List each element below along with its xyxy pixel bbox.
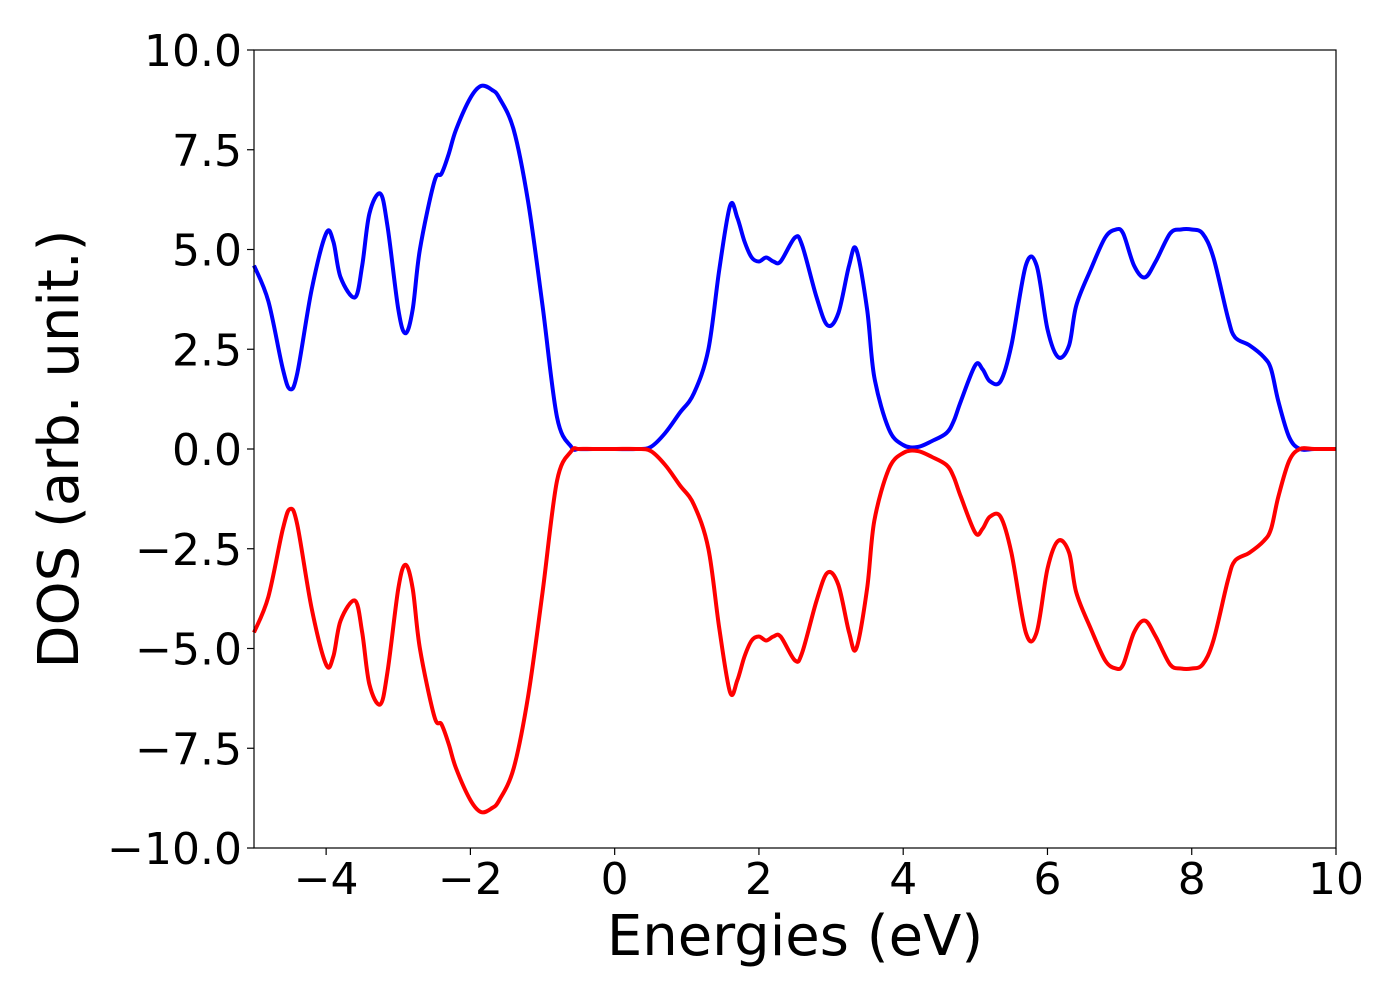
series-layer [252, 83, 1336, 815]
x-tick-label: 10 [1308, 854, 1364, 905]
x-tick-label: 4 [889, 854, 917, 905]
y-tick-label: 10.0 [144, 26, 242, 77]
y-tick-label: −2.5 [135, 525, 242, 576]
x-tick-label: −4 [294, 854, 359, 905]
y-tick-label: −10.0 [107, 824, 242, 875]
y-tick-label: 0.0 [172, 425, 242, 476]
x-tick-label: −2 [438, 854, 503, 905]
series-line-1 [252, 83, 1336, 452]
x-axis-label: Energies (eV) [607, 904, 983, 969]
series-line-2 [252, 446, 1336, 815]
x-tick-label: 6 [1033, 854, 1061, 905]
y-axis: 10.0 7.5 5.0 2.5 0.0 −2.5 −5.0 −7.5 −10.0 [107, 26, 254, 875]
x-tick-label: 2 [745, 854, 773, 905]
y-tick-label: −7.5 [135, 724, 242, 775]
x-axis: −4 −2 0 2 4 6 8 10 [294, 848, 1364, 905]
y-tick-label: 7.5 [172, 126, 242, 177]
y-tick-label: 2.5 [172, 325, 242, 376]
y-axis-label: DOS (arb. unit.) [27, 229, 92, 668]
y-tick-label: −5.0 [135, 625, 242, 676]
x-tick-label: 0 [601, 854, 629, 905]
x-tick-label: 8 [1178, 854, 1206, 905]
y-tick-label: 5.0 [172, 226, 242, 277]
